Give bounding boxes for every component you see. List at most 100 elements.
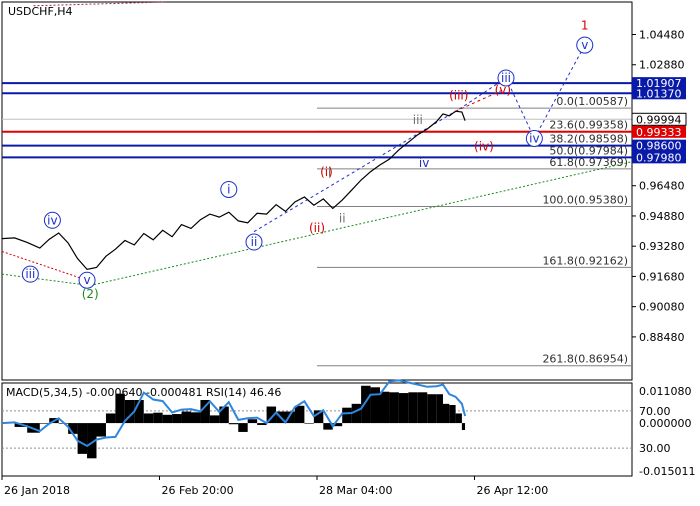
macd-bar: [361, 385, 371, 424]
macd-bar: [228, 423, 239, 425]
macd-bar: [398, 393, 409, 424]
macd-bar: [461, 423, 466, 431]
level-tag-blue: [632, 87, 686, 100]
wave-label: (ii): [309, 221, 325, 235]
macd-bar: [181, 411, 191, 424]
wave-label: ii: [251, 235, 258, 249]
macd-bar: [153, 412, 163, 424]
price-tick-label: 0.91680: [639, 270, 685, 283]
macd-bar: [342, 407, 352, 424]
fib-label: 61.8(0.97369): [549, 156, 628, 169]
wave-label: (iii): [449, 89, 468, 103]
wave-projection-red: [455, 89, 504, 112]
level-tag-label: 0.99333: [636, 126, 682, 139]
macd-bar: [436, 394, 443, 424]
level-tag-current: [631, 112, 687, 126]
macd-bar: [370, 387, 380, 424]
macd-bar: [39, 423, 50, 424]
price-tick-label: 0.94880: [639, 210, 685, 223]
trendline-green-b: [90, 161, 633, 286]
macd-bar: [172, 414, 182, 424]
wave-label: v: [83, 273, 90, 287]
wave-label-circle: [576, 36, 594, 54]
fib-label: 0.0(1.00587): [556, 95, 628, 108]
macd-bar: [443, 403, 450, 424]
macd-bar: [323, 423, 333, 430]
macd-bar: [380, 391, 390, 424]
price-tick-label: 0.90080: [639, 301, 685, 314]
wave-label: ii: [339, 211, 346, 225]
level-tag-blue: [632, 151, 686, 164]
level-tag-label: 1.01370: [636, 87, 682, 100]
fib-label: 38.2(0.98598): [549, 133, 628, 146]
macd-bar: [449, 404, 456, 424]
rsi-tick-label: 70.00: [639, 405, 671, 418]
macd-bar: [238, 423, 248, 432]
fib-label: 261.8(0.86954): [542, 353, 628, 366]
macd-bar: [455, 413, 462, 424]
wave-label: 1: [581, 19, 589, 33]
price-tick-label: 1.02880: [639, 59, 685, 72]
symbol-label: USDCHF,H4: [8, 5, 73, 18]
wave-label: iii: [501, 71, 511, 85]
macd-bar: [351, 403, 362, 424]
fib-label: 50.0(0.97984): [549, 144, 628, 157]
macd-bar: [191, 412, 201, 424]
wave-projection-segment: [505, 77, 535, 139]
wave-label: iv: [419, 156, 429, 170]
macd-bar: [427, 394, 437, 424]
macd-bar: [124, 399, 135, 424]
wave-label: v: [581, 38, 588, 52]
macd-bar: [200, 399, 210, 424]
macd-bar: [294, 405, 305, 424]
macd-bar: [313, 410, 324, 424]
macd-bar: [68, 423, 78, 434]
rsi-tick-label: 30.00: [639, 442, 671, 455]
x-tick-label: 26 Feb 20:00: [162, 484, 234, 497]
price-tick-label: 0.93280: [639, 240, 685, 253]
wave-label-circle: [220, 180, 238, 198]
wave-channel-line: [253, 110, 456, 233]
macd-bar: [162, 414, 173, 424]
price-line: [1, 110, 466, 271]
macd-bar: [417, 392, 428, 424]
price-pane-frame: [1, 1, 633, 381]
macd-bar: [134, 399, 144, 424]
macd-bar: [266, 406, 277, 424]
macd-bar: [332, 423, 343, 427]
macd-signal-line: [1, 379, 467, 448]
macd-bar: [143, 413, 154, 424]
trendline-green-a: [1, 273, 91, 286]
level-tag-label: 0.98600: [636, 140, 682, 153]
wave-label: iii: [25, 267, 35, 281]
x-tick-label: 28 Mar 04:00: [319, 484, 392, 497]
wave-label: (2): [82, 287, 99, 301]
wave-label: (i): [320, 165, 333, 179]
macd-bar: [209, 415, 220, 424]
wave-label-circle: [21, 265, 39, 283]
wave-label-circle: [525, 129, 543, 147]
macd-bar: [247, 419, 258, 424]
x-tick-label: 26 Apr 12:00: [477, 484, 549, 497]
level-tag-label: 0.99994: [636, 113, 682, 126]
macd-bar: [408, 392, 418, 424]
level-tag-blue: [632, 77, 686, 90]
fib-label: 23.6(0.99358): [549, 118, 628, 131]
macd-tick-label: -0.015011: [639, 465, 695, 478]
macd-bar: [304, 423, 314, 424]
macd-bar: [389, 392, 399, 424]
wave-label-circle: [78, 271, 96, 289]
macd-tick-label: 0.011080: [639, 385, 692, 398]
macd-bar: [105, 413, 116, 424]
macd-tick-label: 0.000000: [639, 417, 692, 430]
x-tick-label: 26 Jan 2018: [4, 484, 70, 497]
macd-bar: [257, 423, 267, 426]
wave-label: i: [227, 182, 230, 196]
macd-bar: [77, 423, 88, 454]
wave-label-circle: [497, 69, 515, 87]
wave-projection-segment: [449, 77, 507, 117]
macd-label: MACD(5,34,5) -0.000640 -0.000481 RSI(14)…: [6, 386, 281, 399]
macd-bar: [115, 393, 125, 424]
